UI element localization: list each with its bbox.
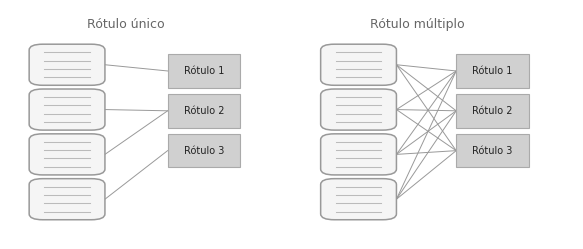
FancyBboxPatch shape xyxy=(29,179,105,220)
FancyBboxPatch shape xyxy=(168,134,240,167)
FancyBboxPatch shape xyxy=(168,94,240,127)
FancyBboxPatch shape xyxy=(321,179,396,220)
Text: Rótulo 2: Rótulo 2 xyxy=(472,106,513,116)
FancyBboxPatch shape xyxy=(29,89,105,130)
FancyBboxPatch shape xyxy=(29,44,105,85)
Text: Rótulo múltiplo: Rótulo múltiplo xyxy=(370,18,464,31)
FancyBboxPatch shape xyxy=(321,89,396,130)
FancyBboxPatch shape xyxy=(456,54,529,88)
FancyBboxPatch shape xyxy=(168,54,240,88)
FancyBboxPatch shape xyxy=(321,134,396,175)
Text: Rótulo 1: Rótulo 1 xyxy=(472,66,513,76)
FancyBboxPatch shape xyxy=(321,44,396,85)
FancyBboxPatch shape xyxy=(456,94,529,127)
FancyBboxPatch shape xyxy=(29,134,105,175)
Text: Rótulo 2: Rótulo 2 xyxy=(184,106,224,116)
Text: Rótulo único: Rótulo único xyxy=(86,18,164,31)
Text: Rótulo 3: Rótulo 3 xyxy=(184,146,224,156)
FancyBboxPatch shape xyxy=(456,134,529,167)
Text: Rótulo 1: Rótulo 1 xyxy=(184,66,224,76)
Text: Rótulo 3: Rótulo 3 xyxy=(472,146,513,156)
